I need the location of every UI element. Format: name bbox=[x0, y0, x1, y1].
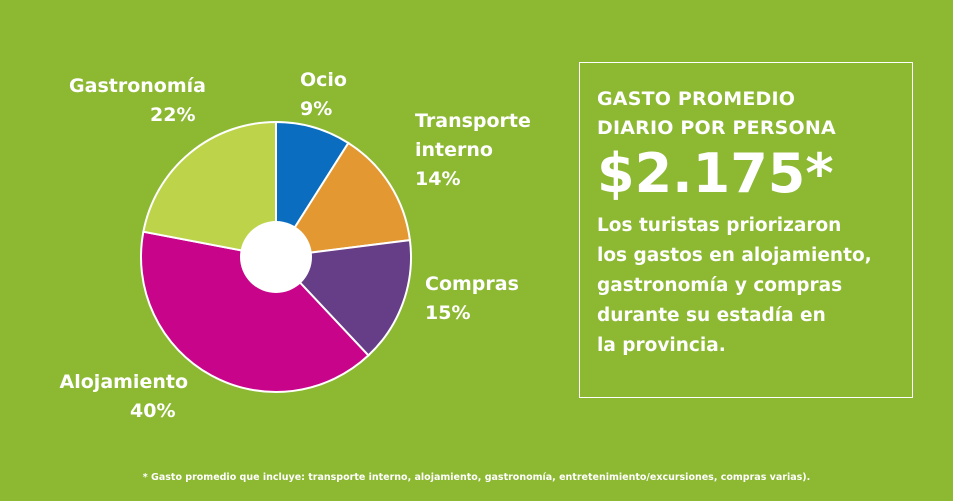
pie-slice-3 bbox=[140, 230, 370, 393]
pie-slice-4 bbox=[142, 120, 277, 259]
pie-chart: Ocio 9% Transporte interno 14% Compras 15% Aloj… bbox=[60, 69, 531, 422]
slice-name-label: Transporte interno bbox=[415, 110, 531, 161]
info-text-line: gastronomía y compras bbox=[597, 275, 843, 296]
info-text-line: Los turistas priorizaron bbox=[597, 215, 842, 236]
info-text-line: la provincia. bbox=[597, 335, 726, 356]
slice-value-label: 15% bbox=[425, 302, 470, 324]
slice-value-label: 14% bbox=[415, 168, 460, 190]
slice-value-label: 40% bbox=[130, 400, 175, 422]
slice-name-label: Ocio bbox=[300, 69, 347, 91]
info-amount: $2.175* bbox=[597, 142, 834, 205]
info-box: GASTO PROMEDIO DIARIO POR PERSONA $2.175… bbox=[579, 62, 913, 398]
slice-value-label: 22% bbox=[150, 104, 195, 126]
pie-slice-1 bbox=[274, 141, 412, 259]
info-heading-line2: DIARIO POR PERSONA bbox=[597, 117, 836, 139]
slice-name-label: Gastronomía bbox=[69, 75, 206, 97]
slice-value-label: 9% bbox=[300, 98, 332, 120]
slice-name-label: Compras bbox=[425, 273, 519, 295]
info-text-line: durante su estadía en bbox=[597, 305, 826, 326]
donut-hole bbox=[240, 221, 312, 293]
info-heading-line1: GASTO PROMEDIO bbox=[597, 88, 796, 110]
footnote: * Gasto promedio que incluye: transporte… bbox=[142, 472, 811, 483]
info-text-line: los gastos en alojamiento, bbox=[597, 245, 872, 266]
slice-labels: Ocio 9% Transporte interno 14% Compras 15% Aloj… bbox=[60, 69, 531, 422]
slice-name-label: Alojamiento bbox=[60, 371, 188, 393]
